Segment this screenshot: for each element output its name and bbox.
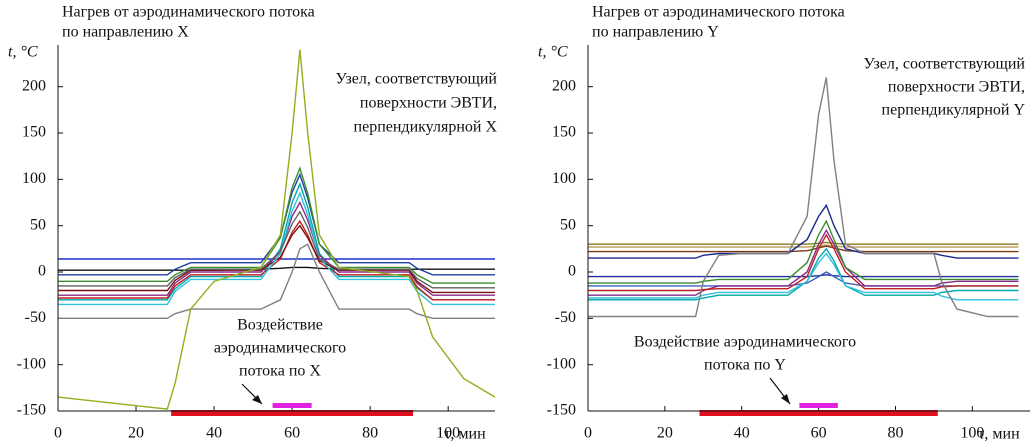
y-tick-label: -50 [555,309,576,326]
series-line [58,166,495,284]
x-tick-label: 100 [960,425,984,442]
annotation: перпендикулярной Y [882,102,1026,119]
y-tick-label: 0 [38,263,46,280]
y-tick-label: 150 [552,124,576,141]
y-axis-label: t, °C [538,44,568,61]
annotation: перпендикулярной X [354,119,498,136]
y-axis-label: t, °C [8,44,38,61]
annotation: Воздействие [237,317,323,334]
y-tick-label: -150 [547,402,576,419]
y-tick-label: 150 [22,124,46,141]
x-tick-label: 80 [362,425,378,442]
annotation: поверхности ЭВТИ, [360,95,497,112]
x-tick-label: 0 [584,425,592,442]
series-line [588,244,1019,248]
series-line [588,241,1019,245]
series-line [588,228,1019,296]
x-tick-label: 60 [811,425,827,442]
y-tick-label: 50 [30,216,46,233]
panel-left: Нагрев от аэродинамического потока по на… [8,4,497,443]
exposure-bar [699,410,938,416]
y-tick-label: -50 [25,309,46,326]
x-axis-label: τ, мин [444,426,486,443]
annotation: Узел, соответствующий [336,71,498,88]
series-line [588,203,1019,259]
annotation: поверхности ЭВТИ, [888,79,1025,96]
title-line: Нагрев от аэродинамического потока [62,4,315,21]
y-tick-label: 200 [22,77,46,94]
arrow-head [252,395,262,404]
y-tick-label: -100 [547,355,576,372]
series-line [588,252,1019,301]
series-line [588,245,1019,253]
series-line [588,274,1019,278]
series-line [58,200,495,296]
annotation: Узел, соответствующий [864,56,1026,73]
x-tick-label: 40 [206,425,222,442]
x-tick-label: 0 [54,425,62,442]
y-tick-label: 200 [552,77,576,94]
series-line [58,266,495,271]
y-tick-label: 100 [22,170,46,187]
x-tick-label: 100 [436,425,460,442]
x-tick-label: 20 [128,425,144,442]
annotation: потока по X [239,363,321,380]
series-line [58,172,495,276]
series-line [58,224,495,294]
x-tick-label: 40 [734,425,750,442]
y-tick-label: 50 [560,216,576,233]
exposure-bar [799,403,838,408]
y-tick-label: -150 [17,402,46,419]
series-line [588,77,1019,318]
series-line [58,191,495,306]
series-line [58,243,495,319]
exposure-bar [171,410,414,416]
y-tick-label: -100 [17,355,46,372]
series-line [57,49,496,410]
series-line [58,219,495,301]
x-tick-label: 80 [887,425,903,442]
annotation: потока по Y [704,357,786,374]
title-line: Нагрев от аэродинамического потока [592,4,845,21]
y-tick-label: 0 [568,263,576,280]
arrow-head [781,394,790,404]
series-line [58,210,495,289]
series-line [588,219,1019,284]
title-line: по направлению Y [592,24,719,41]
annotation: Воздействие аэродинамического [634,334,856,351]
x-axis-label: τ, мин [978,426,1020,443]
y-tick-label: 100 [552,170,576,187]
annotation: аэродинамического [214,340,346,357]
series-line [588,233,1019,292]
title-line: по направлению X [62,24,189,41]
x-tick-label: 20 [657,425,673,442]
panel-right: Нагрев от аэродинамического потока по на… [538,4,1025,443]
exposure-bar [272,403,312,408]
x-tick-label: 60 [284,425,300,442]
